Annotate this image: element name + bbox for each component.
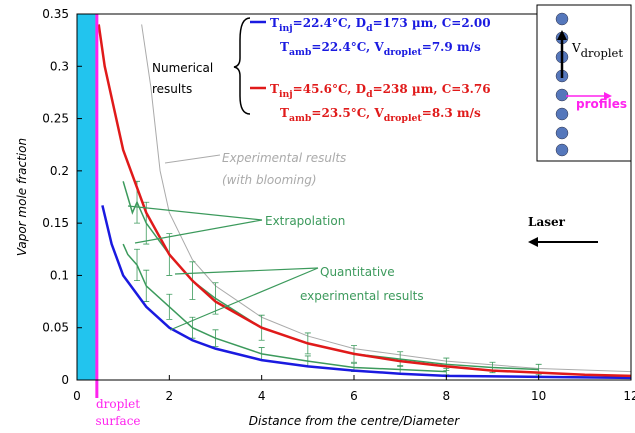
annotation: results xyxy=(152,82,192,96)
velocity-arrowhead xyxy=(557,30,567,40)
y-tick-label: 0.05 xyxy=(42,321,69,335)
text-part: =8.3 m/s xyxy=(422,106,481,120)
subscript: droplet xyxy=(581,46,624,60)
subscript: d xyxy=(366,89,373,100)
text-part: V xyxy=(571,41,581,55)
series-line xyxy=(101,205,632,380)
annotation: Numerical xyxy=(152,61,213,75)
profile-arrowhead xyxy=(604,92,612,100)
series-line xyxy=(122,243,447,373)
text-part: =238 µm, C=3.76 xyxy=(373,82,491,96)
y-axis-label: Vapor mole fraction xyxy=(15,138,29,256)
subscript: droplet xyxy=(384,113,423,124)
y-tick-label: 0.2 xyxy=(50,164,69,178)
text-part: =23.5°C, V xyxy=(311,106,384,120)
x-tick-label: 0 xyxy=(73,389,81,403)
annotation: Laser xyxy=(528,215,566,229)
y-tick-label: 0.35 xyxy=(42,7,69,21)
annotation: Tinj=45.6°C, Dd=238 µm, C=3.76 xyxy=(270,82,491,100)
text-part: T xyxy=(280,40,289,54)
x-tick-label: 6 xyxy=(350,389,358,403)
text-part: T xyxy=(270,82,279,96)
annotation: (with blooming) xyxy=(222,173,317,187)
annotation: Experimental results xyxy=(222,151,346,165)
droplet-region xyxy=(77,14,96,380)
annotation: droplet xyxy=(96,397,140,411)
series-line xyxy=(122,181,539,371)
pointers xyxy=(127,205,319,331)
y-tick-label: 0.1 xyxy=(50,268,69,282)
text-part: =7.9 m/s xyxy=(422,40,481,54)
text-part: =45.6°C, D xyxy=(293,82,366,96)
subscript: d xyxy=(366,23,373,34)
annotation: surface xyxy=(95,414,140,428)
series-line xyxy=(141,24,632,373)
annotation: Tamb=23.5°C, Vdroplet=8.3 m/s xyxy=(280,106,481,124)
text-part: T xyxy=(270,16,279,30)
subscript: amb xyxy=(289,47,312,58)
x-axis-label: Distance from the centre/Diameter xyxy=(249,414,461,428)
y-tick-label: 0.3 xyxy=(50,59,69,73)
subscript: inj xyxy=(279,89,293,100)
annotation: Tinj=22.4°C, Dd=173 µm, C=2.00 xyxy=(270,16,491,34)
subscript: inj xyxy=(279,23,293,34)
annotation: Extrapolation xyxy=(265,214,345,228)
x-tick-label: 12 xyxy=(623,389,635,403)
y-tick-label: 0 xyxy=(61,373,69,387)
x-tick-label: 2 xyxy=(166,389,174,403)
plot xyxy=(77,14,632,398)
subscript: amb xyxy=(289,113,312,124)
annotation: Vdroplet xyxy=(571,41,623,60)
x-tick-label: 8 xyxy=(443,389,451,403)
annotation: experimental results xyxy=(300,289,424,303)
x-tick-label: 10 xyxy=(531,389,546,403)
text-part: =22.4°C, V xyxy=(311,40,384,54)
y-tick-label: 0.15 xyxy=(42,216,69,230)
pointer xyxy=(164,154,221,164)
laser-arrowhead xyxy=(528,237,538,247)
y-tick-label: 0.25 xyxy=(42,112,69,126)
text-part: =173 µm, C=2.00 xyxy=(373,16,491,30)
text-part: =22.4°C, D xyxy=(293,16,366,30)
inset xyxy=(536,4,632,162)
brace xyxy=(233,17,251,115)
annotation: Quantitative xyxy=(320,265,395,279)
series-line xyxy=(97,24,632,378)
x-tick-label: 4 xyxy=(258,389,266,403)
annotation: Tamb=22.4°C, Vdroplet=7.9 m/s xyxy=(280,40,481,58)
subscript: droplet xyxy=(384,47,423,58)
annotation: profiles xyxy=(576,97,627,111)
text-part: T xyxy=(280,106,289,120)
